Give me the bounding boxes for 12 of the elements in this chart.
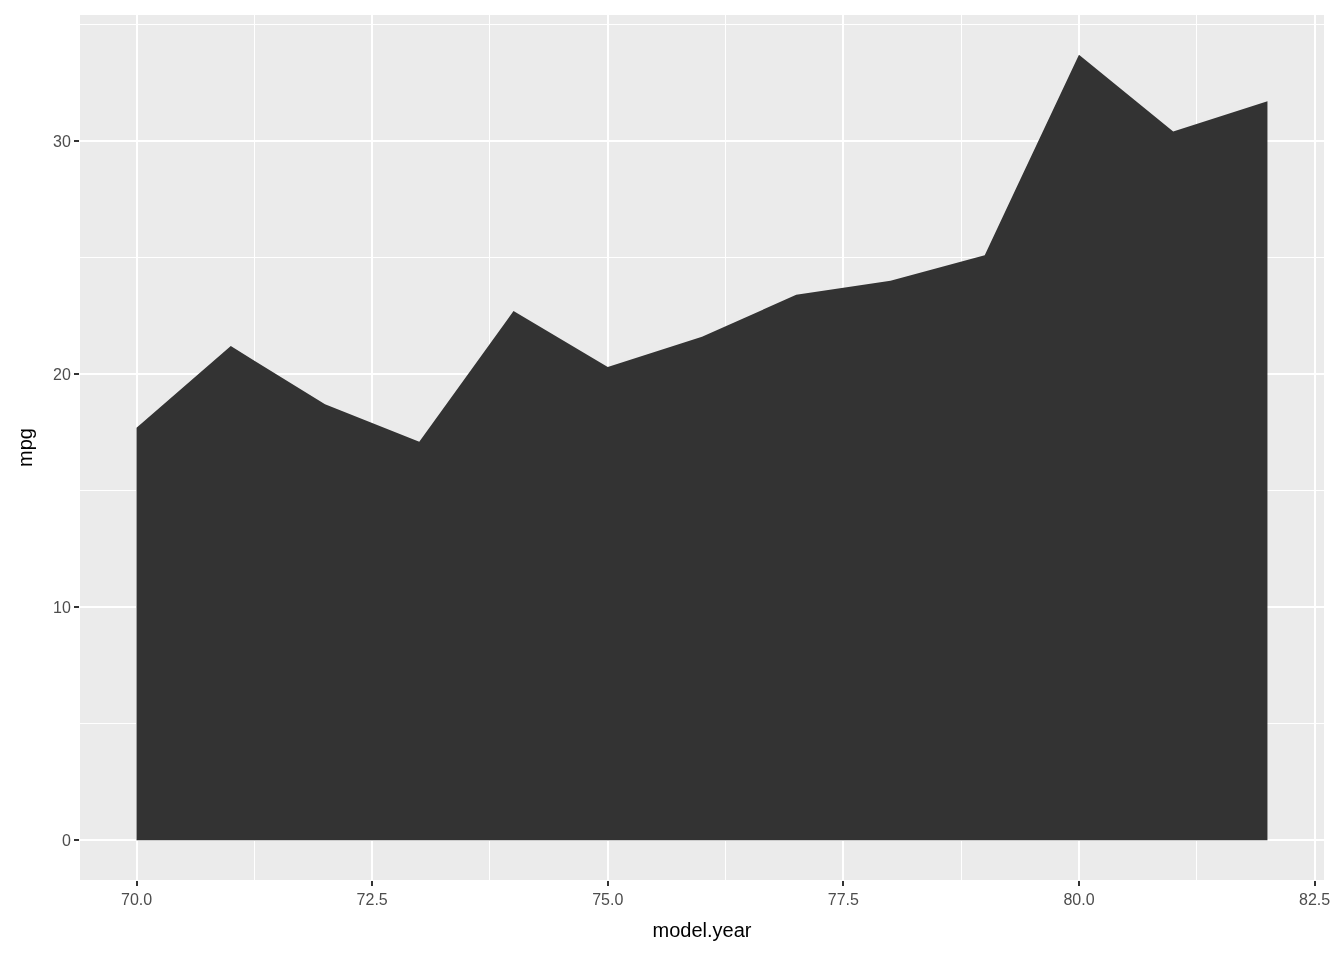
x-tick-label: 77.5 <box>827 891 860 909</box>
y-axis-title: mpg <box>13 428 36 467</box>
x-tick-label: 72.5 <box>356 891 388 909</box>
y-tick-label: 10 <box>53 598 71 616</box>
x-tick-label: 75.0 <box>592 891 624 909</box>
x-tick-label: 82.5 <box>1299 891 1331 909</box>
y-tick-label: 30 <box>53 132 71 150</box>
x-tick-label: 80.0 <box>1063 891 1095 909</box>
y-tick-label: 0 <box>61 831 71 849</box>
x-tick-label: 70.0 <box>120 891 153 909</box>
y-tick-label: 20 <box>53 365 71 383</box>
x-axis-title: model.year <box>652 918 752 941</box>
